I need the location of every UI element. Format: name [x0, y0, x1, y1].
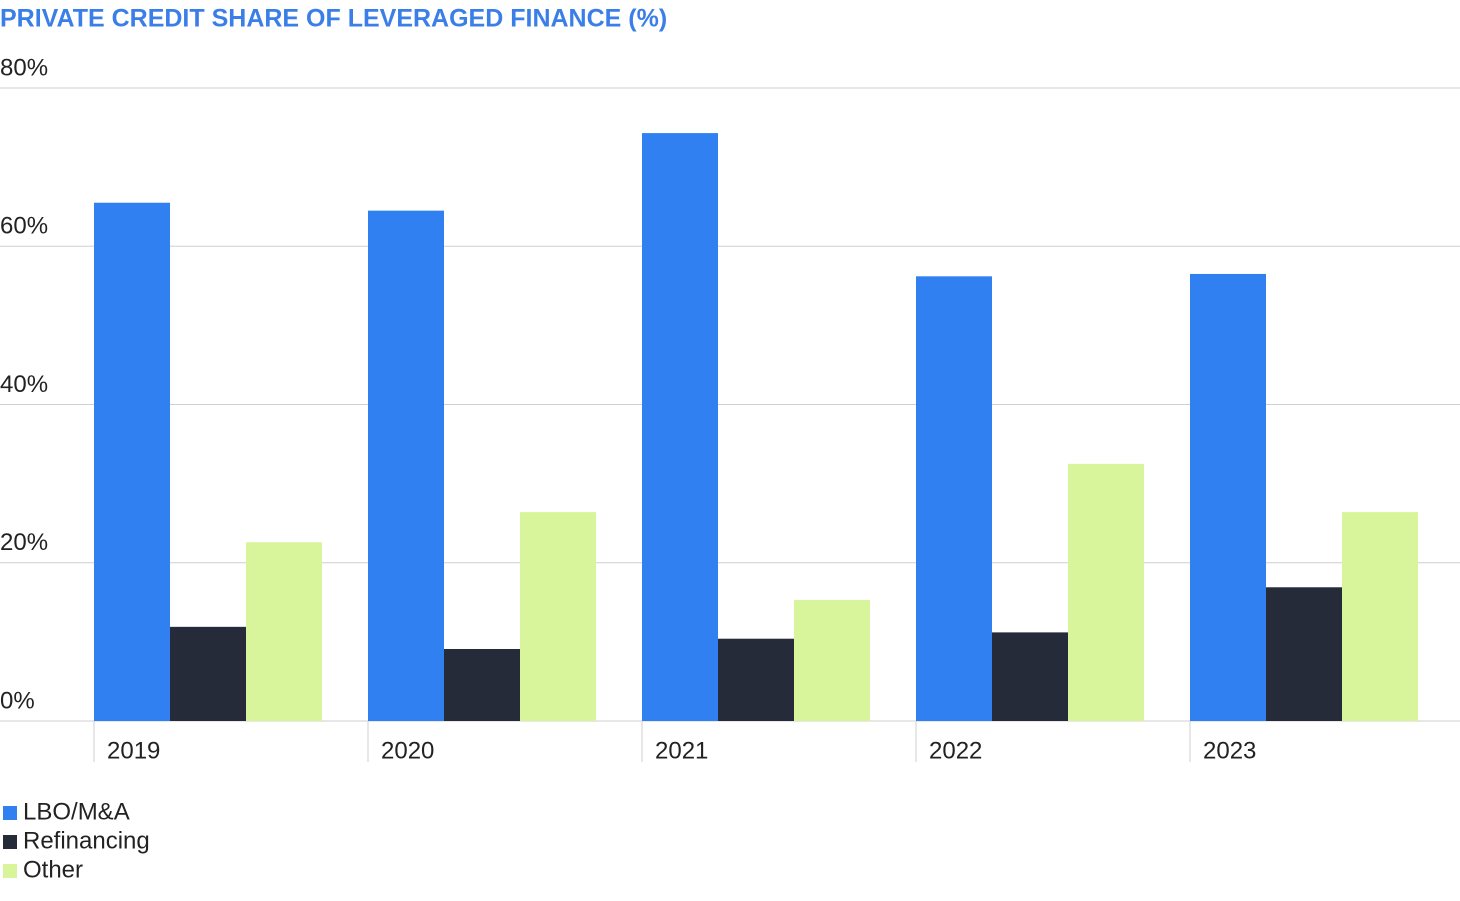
legend-label: Refinancing	[23, 827, 150, 854]
bar	[1068, 463, 1144, 721]
bar	[520, 512, 596, 721]
bar	[94, 202, 170, 721]
bar	[642, 133, 718, 721]
bar	[1266, 587, 1342, 721]
x-tick-label: 2019	[107, 737, 160, 764]
bar	[170, 626, 246, 721]
legend-label: LBO/M&A	[23, 798, 130, 825]
chart-title: PRIVATE CREDIT SHARE OF LEVERAGED FINANC…	[0, 5, 667, 33]
y-tick-label: 60%	[0, 213, 48, 240]
y-tick-label: 40%	[0, 371, 48, 398]
bar	[368, 210, 444, 722]
bar	[992, 632, 1068, 721]
bar	[718, 638, 794, 721]
y-tick-label: 80%	[0, 54, 48, 81]
x-tick-label: 2020	[381, 737, 434, 764]
x-tick-label: 2022	[929, 737, 982, 764]
y-tick-label: 20%	[0, 529, 48, 556]
bar	[444, 648, 520, 721]
legend-swatch	[3, 864, 17, 878]
bar	[1342, 512, 1418, 721]
x-tick-label: 2023	[1203, 737, 1256, 764]
legend-swatch	[3, 835, 17, 849]
x-tick-label: 2021	[655, 737, 708, 764]
y-tick-label: 0%	[0, 687, 35, 714]
bar	[916, 276, 992, 721]
bar	[246, 542, 322, 721]
bar	[794, 599, 870, 721]
legend-swatch	[3, 806, 17, 820]
bar	[1190, 273, 1266, 721]
legend-label: Other	[23, 856, 83, 883]
